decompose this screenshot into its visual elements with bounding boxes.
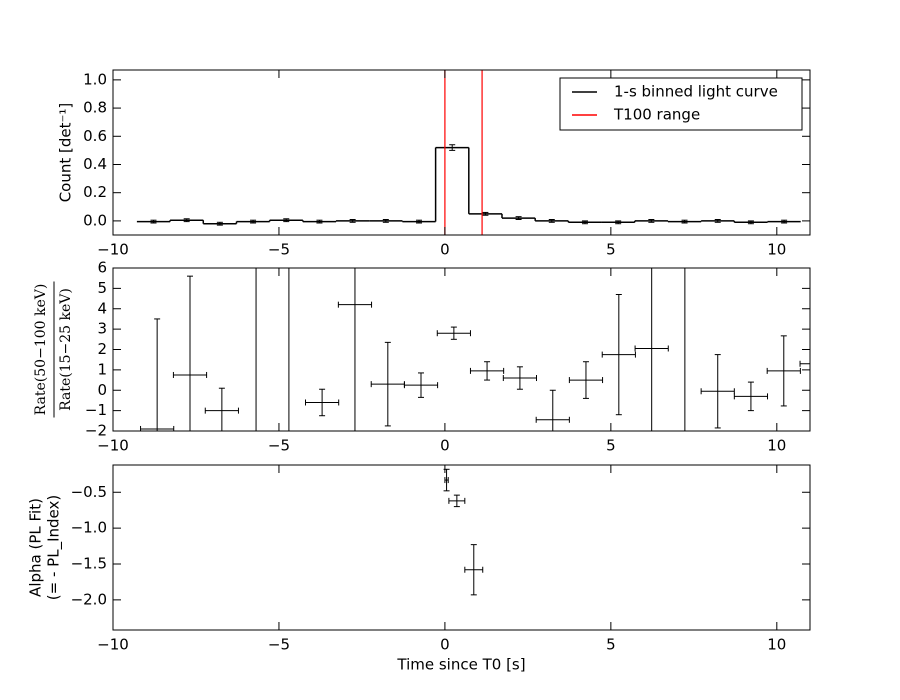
y-tick-label: 0.2 [83, 183, 107, 201]
plot-area [140, 268, 810, 431]
y-tick-label: −1.5 [71, 555, 107, 573]
x-tick-label: −5 [268, 636, 290, 654]
plot-area [136, 70, 801, 235]
y-tick-label: 0.8 [83, 99, 107, 117]
y-tick-label: 1.0 [83, 70, 107, 88]
y-tick-label: −2.0 [71, 590, 107, 608]
y-tick-label: 6 [97, 259, 107, 277]
axes-frame [112, 267, 811, 432]
legend-label: T100 range [613, 106, 700, 124]
y-axis-label: Count [det⁻¹] [57, 103, 75, 203]
y-tick-label: 0.0 [83, 211, 107, 229]
x-tick-label: 10 [767, 437, 786, 455]
y-axis-label: Rate(50−100 keV) [33, 284, 49, 416]
legend-label: 1-s binned light curve [614, 83, 778, 101]
y-tick-label: 0 [97, 381, 107, 399]
x-axis-label: Time since T0 [s] [396, 656, 525, 674]
x-tick-label: 10 [767, 241, 786, 259]
y-axis-label: (= - PL_Index) [45, 495, 64, 600]
y-tick-label: −1 [85, 401, 107, 419]
axes-frame [112, 464, 811, 631]
x-tick-label: −5 [268, 437, 290, 455]
x-tick-label: −5 [268, 241, 290, 259]
x-tick-label: 0 [440, 241, 450, 259]
y-tick-label: 1 [97, 360, 107, 378]
plot-area [443, 468, 484, 596]
y-tick-label: −2 [85, 422, 107, 440]
x-tick-label: −10 [97, 241, 129, 259]
axes-frame [112, 69, 811, 236]
y-tick-label: 5 [97, 279, 107, 297]
x-tick-label: 0 [440, 437, 450, 455]
x-tick-label: 5 [606, 437, 616, 455]
x-tick-label: 10 [767, 636, 786, 654]
x-tick-label: 5 [606, 241, 616, 259]
x-tick-label: −10 [97, 636, 129, 654]
x-tick-label: −10 [97, 437, 129, 455]
x-tick-label: 5 [606, 636, 616, 654]
y-tick-label: 4 [97, 299, 107, 317]
y-tick-label: 0.4 [83, 155, 107, 173]
y-tick-label: 3 [97, 320, 107, 338]
x-tick-label: 0 [440, 636, 450, 654]
y-axis-label: Rate(15−25 keV) [58, 288, 74, 411]
y-tick-label: −0.5 [71, 483, 107, 501]
y-tick-label: 2 [97, 340, 107, 358]
y-tick-label: 0.6 [83, 127, 107, 145]
legend-box [559, 77, 803, 131]
y-axis-label: Alpha (PL Fit) [27, 498, 45, 597]
y-tick-label: −1.0 [71, 519, 107, 537]
